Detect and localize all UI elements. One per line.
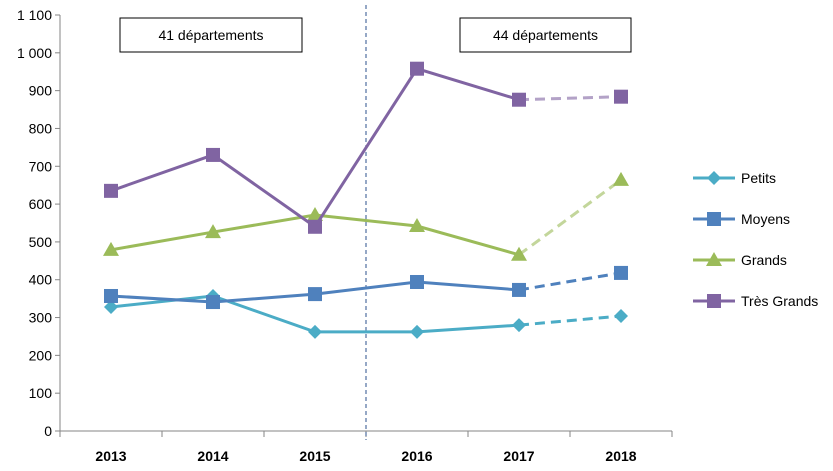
y-tick-label: 400 — [29, 272, 53, 288]
legend-marker — [706, 252, 722, 266]
data-point — [512, 318, 526, 333]
data-point — [103, 241, 119, 256]
annotation-label: 44 départements — [493, 27, 598, 43]
series-grands — [103, 171, 629, 261]
y-tick-label: 0 — [44, 423, 52, 439]
legend: Petits Moyens Grands Très Grands — [693, 170, 818, 309]
y-tick-label: 100 — [29, 385, 53, 401]
data-point — [614, 265, 628, 280]
data-point — [409, 218, 425, 233]
annotation-box: 44 départements — [459, 17, 632, 53]
data-point — [512, 92, 526, 107]
data-point — [206, 147, 220, 162]
series-projection-line — [518, 95, 622, 102]
y-tick-label: 1 000 — [17, 45, 52, 61]
data-point — [410, 274, 424, 289]
legend-label: Moyens — [741, 211, 790, 227]
data-point — [410, 61, 424, 76]
data-point — [614, 309, 628, 324]
x-tick-label: 2014 — [197, 448, 228, 464]
data-point — [205, 224, 221, 239]
legend-label: Petits — [741, 170, 776, 186]
legend-label: Grands — [741, 252, 787, 268]
series-très-grands — [104, 61, 628, 234]
annotation-label: 41 départements — [158, 27, 263, 43]
series-projection-line — [518, 178, 622, 256]
x-tick-label: 2018 — [605, 448, 636, 464]
annotation-box: 41 départements — [119, 17, 303, 53]
data-point — [613, 171, 629, 186]
y-tick-label: 700 — [29, 158, 53, 174]
axes: 0 100 200 300 400 500 600 700 800 900 1 000 1 100 20… — [17, 5, 673, 464]
y-tick-label: 200 — [29, 347, 53, 363]
legend-label: Très Grands — [741, 293, 818, 309]
legend-marker — [707, 294, 721, 308]
legend-marker — [707, 171, 721, 185]
legend-marker — [707, 212, 721, 226]
annotation-border — [119, 17, 303, 53]
x-tick-label: 2013 — [95, 448, 126, 464]
annotation-border — [459, 17, 632, 53]
data-point — [307, 207, 323, 222]
data-point — [206, 295, 220, 310]
legend-item: Grands — [693, 252, 787, 268]
legend-item: Très Grands — [693, 293, 818, 309]
series-group — [103, 61, 629, 339]
x-tick-label: 2017 — [503, 448, 534, 464]
y-tick-label: 900 — [29, 83, 53, 99]
y-tick-label: 300 — [29, 310, 53, 326]
x-tick-label: 2015 — [299, 448, 330, 464]
data-point — [511, 246, 527, 261]
data-point — [614, 89, 628, 104]
data-point — [308, 287, 322, 302]
data-point — [308, 219, 322, 234]
data-point — [104, 183, 118, 198]
annotations: 41 départements 44 départements — [119, 17, 632, 53]
series-moyens — [104, 265, 628, 310]
legend-item: Petits — [693, 170, 776, 186]
x-tick-label: 2016 — [401, 448, 432, 464]
data-point — [410, 324, 424, 339]
legend-item: Moyens — [693, 211, 790, 227]
series-projection-line — [518, 271, 622, 292]
y-tick-label: 800 — [29, 120, 53, 136]
y-tick-label: 1 100 — [17, 7, 52, 23]
data-point — [512, 282, 526, 297]
data-point — [104, 299, 118, 314]
series-projection-line — [518, 314, 622, 327]
data-point — [104, 288, 118, 303]
y-tick-label: 500 — [29, 234, 53, 250]
data-point — [308, 324, 322, 339]
y-tick-label: 600 — [29, 196, 53, 212]
series-line — [110, 66, 520, 229]
